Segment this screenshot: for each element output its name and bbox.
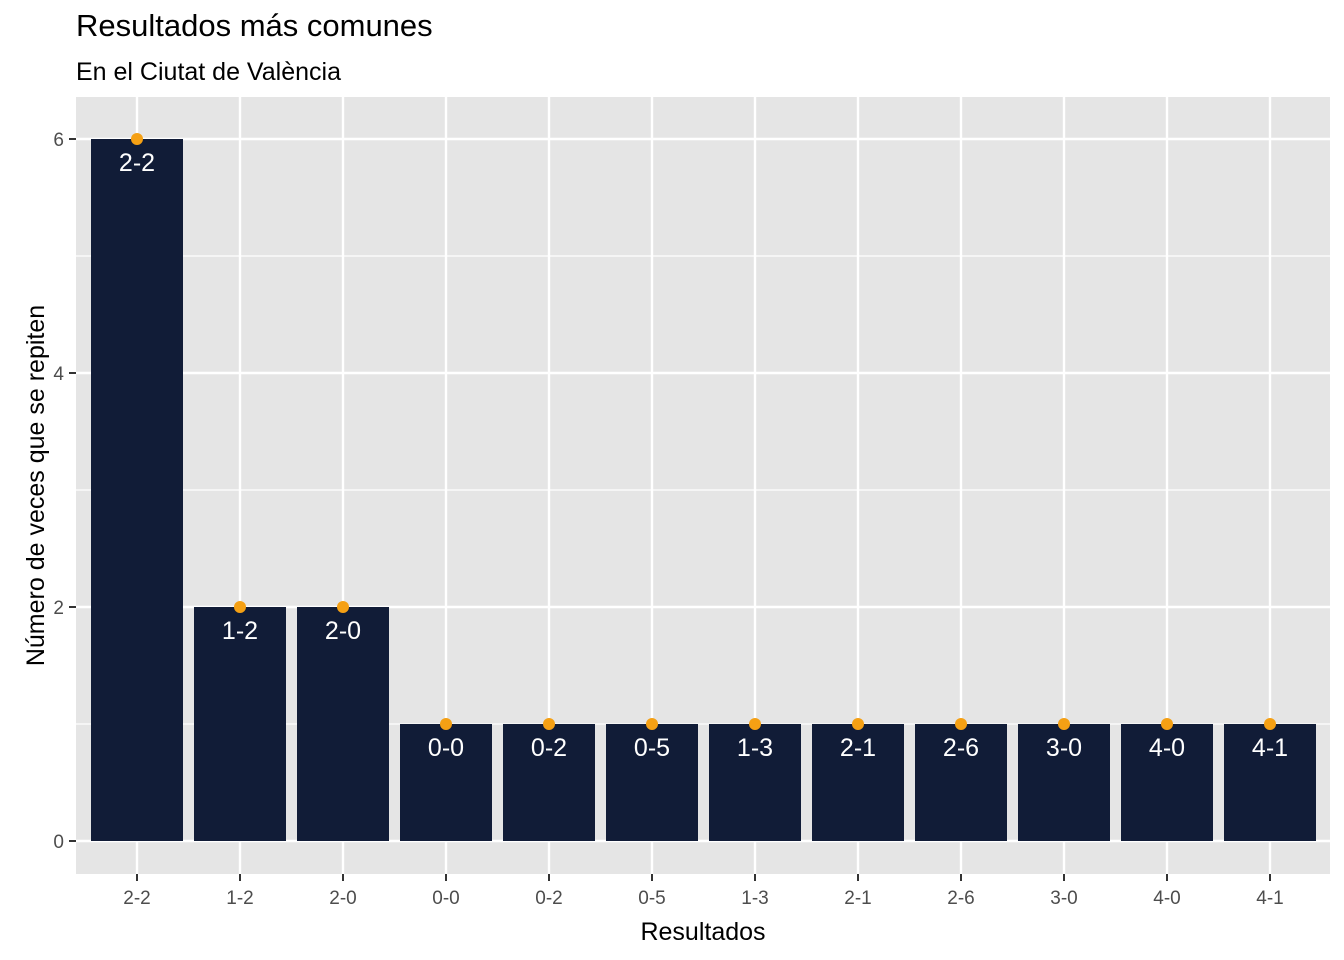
bar xyxy=(297,607,389,841)
x-tick-label: 2-6 xyxy=(947,888,974,909)
bar-label: 2-0 xyxy=(325,617,361,645)
point xyxy=(131,133,143,145)
point xyxy=(955,718,967,730)
x-tick-label: 0-5 xyxy=(638,888,665,909)
y-axis-title: Número de veces que se repiten xyxy=(22,305,50,666)
bars xyxy=(91,139,1316,841)
y-axis: 0 2 4 6 xyxy=(53,130,76,853)
x-axis: 2-2 1-2 2-0 0-0 0-2 0-5 1-3 2-1 2-6 3-0 4-0 4-1 xyxy=(123,874,1284,909)
x-tick-label: 2-2 xyxy=(123,888,150,909)
x-tick-label: 4-1 xyxy=(1256,888,1283,909)
x-tick-label: 4-0 xyxy=(1153,888,1180,909)
bar xyxy=(400,724,492,841)
bar-label: 3-0 xyxy=(1046,734,1082,762)
y-tick-label: 0 xyxy=(53,832,64,853)
x-tick-label: 2-1 xyxy=(844,888,871,909)
bar-label: 4-1 xyxy=(1252,734,1288,762)
point xyxy=(543,718,555,730)
y-tick-label: 6 xyxy=(53,130,64,151)
bar-label: 2-2 xyxy=(119,149,155,177)
bar xyxy=(709,724,801,841)
bar-label: 0-0 xyxy=(428,734,464,762)
chart-title: Resultados más comunes xyxy=(76,8,433,43)
bar-label: 0-2 xyxy=(531,734,567,762)
bar xyxy=(606,724,698,841)
bar-label: 2-1 xyxy=(840,734,876,762)
bar-label: 2-6 xyxy=(943,734,979,762)
x-tick-label: 0-0 xyxy=(432,888,459,909)
x-tick-label: 0-2 xyxy=(535,888,562,909)
x-tick-label: 1-2 xyxy=(226,888,253,909)
point xyxy=(1058,718,1070,730)
point xyxy=(852,718,864,730)
point xyxy=(1161,718,1173,730)
x-tick-label: 3-0 xyxy=(1050,888,1077,909)
y-tick-label: 2 xyxy=(53,598,64,619)
x-tick-label: 2-0 xyxy=(329,888,356,909)
bar xyxy=(1121,724,1213,841)
point xyxy=(337,601,349,613)
point xyxy=(440,718,452,730)
bar-label: 1-3 xyxy=(737,734,773,762)
bar-label: 1-2 xyxy=(222,617,258,645)
point xyxy=(749,718,761,730)
bar-label: 0-5 xyxy=(634,734,670,762)
point xyxy=(234,601,246,613)
x-axis-title: Resultados xyxy=(640,918,765,946)
bar xyxy=(91,139,183,841)
bar xyxy=(503,724,595,841)
bar xyxy=(915,724,1007,841)
bar xyxy=(1018,724,1110,841)
bar-label: 4-0 xyxy=(1149,734,1185,762)
bar-labels: 2-2 1-2 2-0 0-0 0-2 0-5 1-3 2-1 2-6 3-0 4-0 4-1 xyxy=(119,149,1288,762)
chart-subtitle: En el Ciutat de València xyxy=(76,58,341,86)
point xyxy=(1264,718,1276,730)
point xyxy=(646,718,658,730)
bar xyxy=(812,724,904,841)
bar xyxy=(194,607,286,841)
bar xyxy=(1224,724,1316,841)
points xyxy=(131,133,1276,730)
y-tick-label: 4 xyxy=(53,364,64,385)
x-tick-label: 1-3 xyxy=(741,888,768,909)
